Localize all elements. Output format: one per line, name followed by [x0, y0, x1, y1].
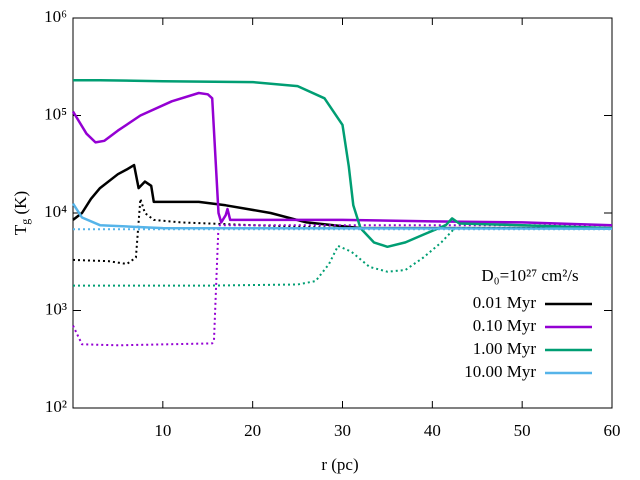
y-label-main: T — [11, 224, 30, 235]
series-line — [72, 224, 612, 347]
x-tick-label: 60 — [604, 421, 621, 440]
y-label-sub: g — [18, 219, 32, 225]
series-line — [72, 163, 612, 230]
series-line — [72, 197, 612, 265]
legend-title: D₀=10²⁷ cm²/s — [481, 266, 578, 285]
x-axis-label: r (pc) — [321, 455, 358, 474]
series-line — [71, 202, 613, 230]
x-tick-label: 20 — [244, 421, 261, 440]
legend-label: 0.01 Myr — [473, 293, 537, 312]
x-tick-label: 10 — [154, 421, 171, 440]
x-tick-label: 40 — [424, 421, 441, 440]
series-line — [73, 227, 612, 287]
y-axis-label: Tg (K) — [11, 191, 32, 235]
y-tick-label: 10⁴ — [44, 202, 67, 221]
y-tick-label: 10² — [45, 397, 67, 416]
legend-label: 1.00 Myr — [473, 339, 537, 358]
y-tick-label: 10⁵ — [44, 104, 67, 123]
y-tick-label: 10³ — [45, 299, 67, 318]
series-line — [71, 91, 613, 227]
legend-label: 10.00 Myr — [464, 362, 536, 381]
y-label-unit: (K) — [11, 191, 30, 219]
legend-label: 0.10 Myr — [473, 316, 537, 335]
x-tick-label: 50 — [514, 421, 531, 440]
x-tick-label: 30 — [334, 421, 351, 440]
y-tick-label: 10⁶ — [44, 7, 67, 26]
